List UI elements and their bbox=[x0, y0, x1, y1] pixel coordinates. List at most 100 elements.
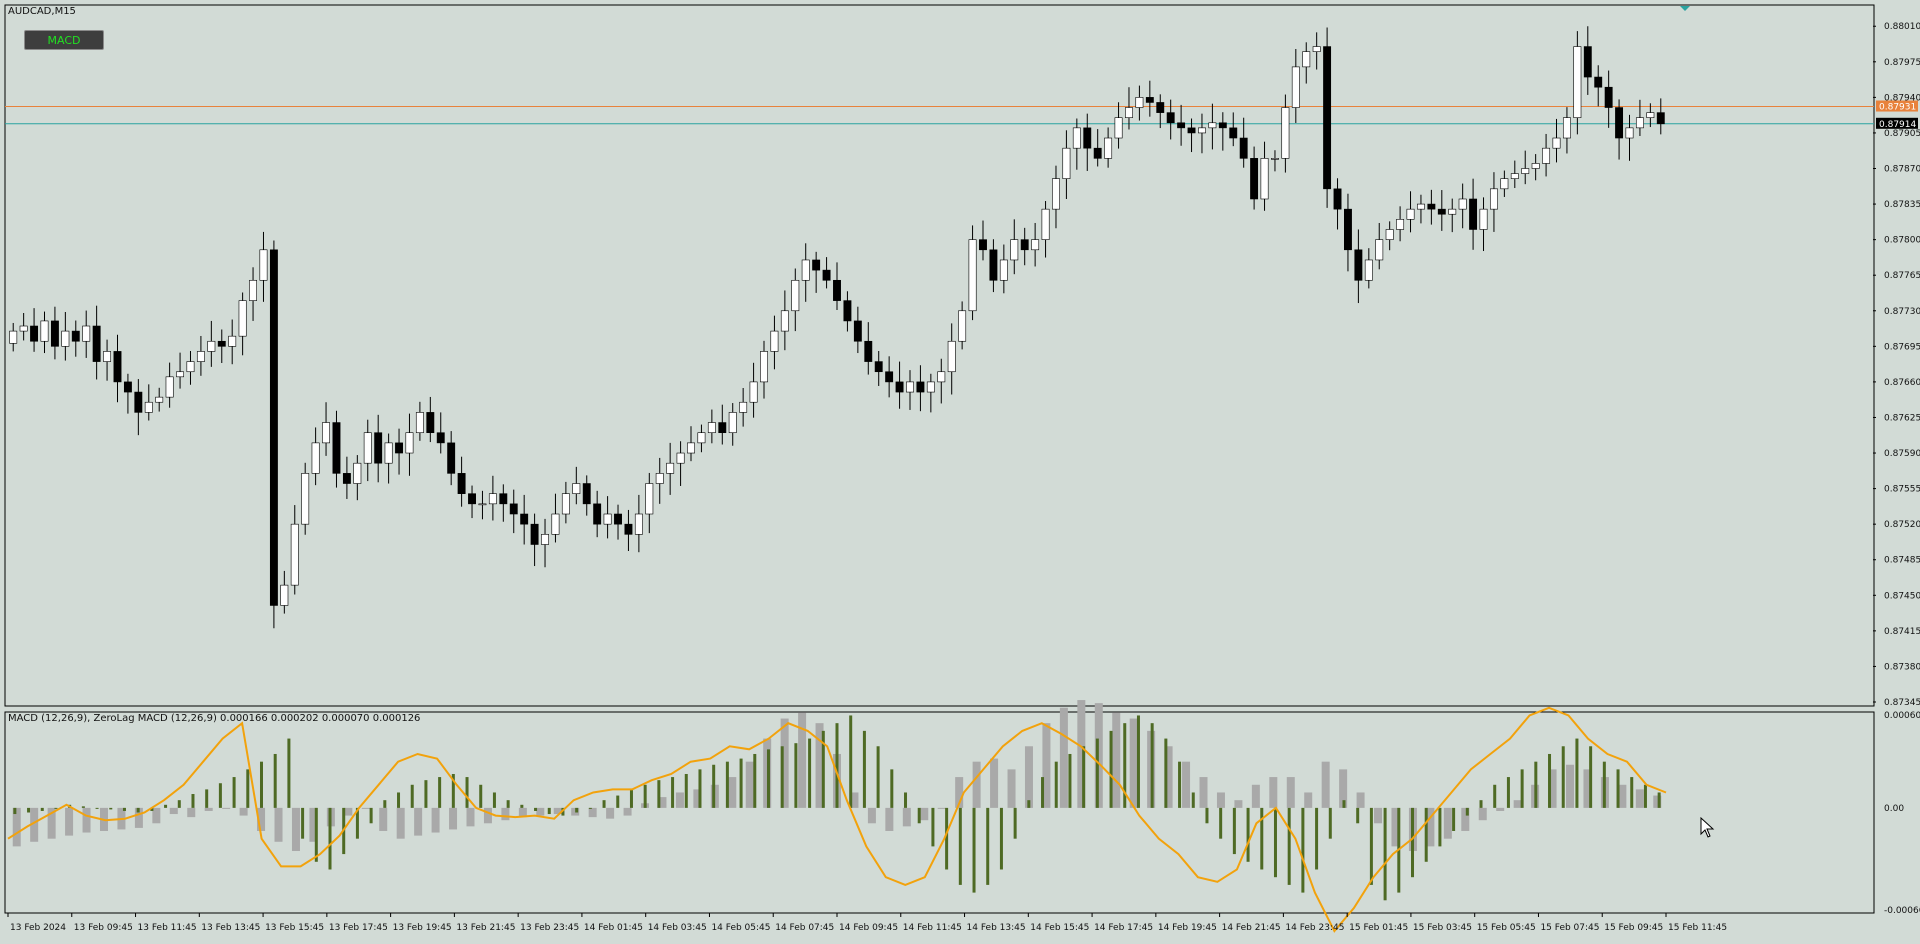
bull-candle bbox=[19, 325, 28, 332]
bull-candle bbox=[1375, 239, 1384, 261]
bear-candle bbox=[1594, 76, 1603, 88]
indicator-tick-label: 0.00 bbox=[1884, 804, 1904, 814]
bear-candle bbox=[1427, 203, 1436, 210]
signal-histogram-bar bbox=[134, 807, 143, 828]
macd-histogram-bar bbox=[1219, 807, 1223, 839]
signal-histogram-bar bbox=[187, 807, 196, 818]
macd-histogram-bar bbox=[328, 807, 332, 870]
bid-price-label: 0.87914 bbox=[1879, 120, 1916, 130]
bear-candle bbox=[436, 432, 445, 444]
macd-histogram-bar bbox=[1191, 792, 1195, 808]
macd-histogram-bar bbox=[1383, 807, 1387, 901]
bear-candle bbox=[134, 391, 143, 413]
signal-histogram-bar bbox=[1164, 746, 1173, 808]
bear-candle bbox=[1354, 249, 1363, 281]
signal-histogram-bar bbox=[798, 712, 807, 808]
signal-histogram-bar bbox=[169, 807, 178, 815]
bull-candle bbox=[947, 340, 956, 373]
bear-candle bbox=[1229, 127, 1238, 139]
bear-candle bbox=[916, 381, 925, 393]
bull-candle bbox=[1208, 122, 1217, 129]
macd-histogram-bar bbox=[424, 780, 428, 808]
bear-candle bbox=[468, 493, 476, 505]
bull-candle bbox=[1552, 137, 1561, 149]
bull-candle bbox=[634, 513, 643, 535]
signal-histogram-bar bbox=[344, 807, 353, 816]
macd-histogram-bar bbox=[1068, 753, 1072, 808]
price-tick-label: 0.87345 bbox=[1884, 698, 1920, 708]
macd-histogram-bar bbox=[465, 777, 469, 808]
macd-histogram-bar bbox=[1232, 807, 1236, 855]
indicator-tick-label: -0.000663 bbox=[1884, 906, 1920, 916]
signal-histogram-bar bbox=[658, 797, 667, 808]
bear-candle bbox=[1093, 147, 1102, 159]
macd-histogram-bar bbox=[1411, 807, 1415, 878]
macd-histogram-bar bbox=[81, 806, 85, 808]
macd-histogram-bar bbox=[1465, 807, 1469, 816]
signal-histogram-bar bbox=[1182, 761, 1191, 808]
signal-histogram-bar bbox=[466, 807, 475, 827]
macd-histogram-bar bbox=[410, 784, 414, 808]
bull-candle bbox=[196, 351, 205, 362]
bear-candle bbox=[989, 249, 998, 281]
bull-candle bbox=[322, 422, 330, 444]
bull-candle bbox=[405, 432, 414, 454]
time-tick-label: 14 Feb 17:45 bbox=[1094, 923, 1153, 933]
macd-histogram-bar bbox=[862, 730, 866, 808]
macd-histogram-bar bbox=[1657, 792, 1661, 808]
price-tick-label: 0.87835 bbox=[1884, 200, 1920, 210]
macd-histogram-bar bbox=[547, 807, 551, 815]
macd-histogram-bar bbox=[314, 807, 318, 862]
macd-histogram-bar bbox=[205, 789, 209, 808]
macd-histogram-bar bbox=[109, 807, 113, 810]
bull-candle bbox=[760, 351, 768, 383]
signal-histogram-bar bbox=[867, 807, 876, 824]
macd-histogram-bar bbox=[1109, 730, 1113, 808]
bull-candle bbox=[82, 325, 91, 342]
macd-histogram-bar bbox=[904, 792, 908, 808]
macd-histogram-bar bbox=[766, 749, 770, 808]
macd-histogram-bar bbox=[725, 761, 729, 808]
bear-candle bbox=[614, 513, 622, 525]
bull-candle bbox=[165, 376, 174, 398]
signal-histogram-bar bbox=[1251, 784, 1260, 808]
bull-candle bbox=[645, 483, 654, 515]
signal-histogram-bar bbox=[1478, 807, 1487, 821]
macd-histogram-bar bbox=[1164, 738, 1168, 808]
bull-candle bbox=[1041, 208, 1050, 240]
bull-candle bbox=[999, 259, 1008, 281]
bear-candle bbox=[342, 473, 351, 484]
bear-candle bbox=[718, 422, 727, 434]
signal-histogram-bar bbox=[850, 792, 859, 808]
bull-candle bbox=[728, 412, 737, 434]
bull-candle bbox=[259, 249, 268, 281]
macd-histogram-bar bbox=[643, 784, 647, 808]
signal-histogram-bar bbox=[1461, 807, 1470, 831]
signal-histogram-bar bbox=[693, 789, 702, 808]
signal-histogram-bar bbox=[937, 807, 946, 809]
bull-candle bbox=[280, 584, 289, 606]
signal-histogram-bar bbox=[1635, 789, 1644, 808]
macd-histogram-bar bbox=[1561, 746, 1565, 808]
signal-histogram-bar bbox=[1356, 792, 1365, 808]
bear-candle bbox=[979, 239, 987, 251]
macd-histogram-bar bbox=[1424, 807, 1428, 862]
bull-candle bbox=[1302, 51, 1311, 68]
signal-histogram-bar bbox=[1059, 707, 1068, 808]
symbol-title: AUDCAD,M15 bbox=[8, 6, 76, 17]
time-tick-label: 15 Feb 03:45 bbox=[1413, 923, 1472, 933]
signal-histogram-bar bbox=[920, 807, 929, 821]
macd-histogram-bar bbox=[945, 807, 949, 870]
macd-histogram-bar bbox=[13, 807, 17, 815]
bull-candle bbox=[238, 300, 247, 337]
bear-candle bbox=[332, 422, 341, 474]
signal-histogram-bar bbox=[1391, 807, 1400, 847]
macd-histogram-bar bbox=[1013, 807, 1017, 839]
signal-histogram-bar bbox=[1077, 700, 1086, 808]
signal-histogram-bar bbox=[1234, 800, 1243, 808]
signal-histogram-bar bbox=[1653, 795, 1662, 808]
bull-candle bbox=[697, 432, 706, 444]
macd-button[interactable]: MACD bbox=[24, 30, 104, 50]
